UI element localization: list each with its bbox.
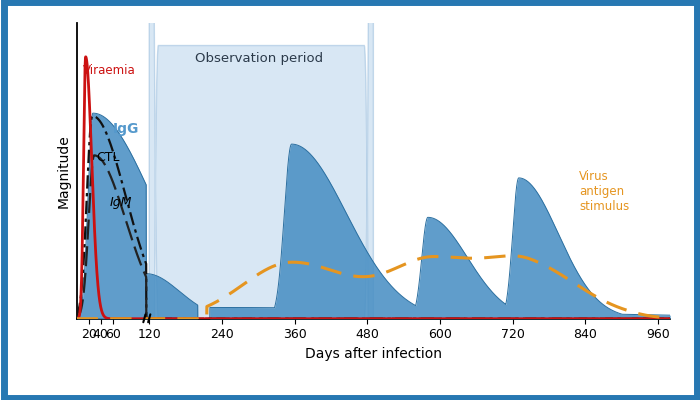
FancyBboxPatch shape [149,0,373,400]
Text: Virus
antigen
stimulus: Virus antigen stimulus [580,170,629,214]
Text: Viraemia: Viraemia [83,64,135,77]
Text: Observation period: Observation period [195,52,323,66]
Text: CTL: CTL [96,151,120,164]
X-axis label: Days after infection: Days after infection [305,347,442,361]
Text: IgM: IgM [110,196,132,209]
Text: IgG: IgG [113,122,139,136]
Y-axis label: Magnitude: Magnitude [57,134,71,208]
